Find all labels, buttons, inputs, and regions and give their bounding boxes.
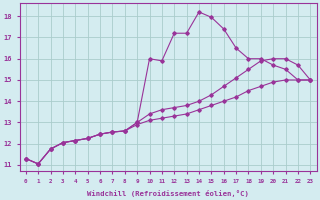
- X-axis label: Windchill (Refroidissement éolien,°C): Windchill (Refroidissement éolien,°C): [87, 190, 249, 197]
